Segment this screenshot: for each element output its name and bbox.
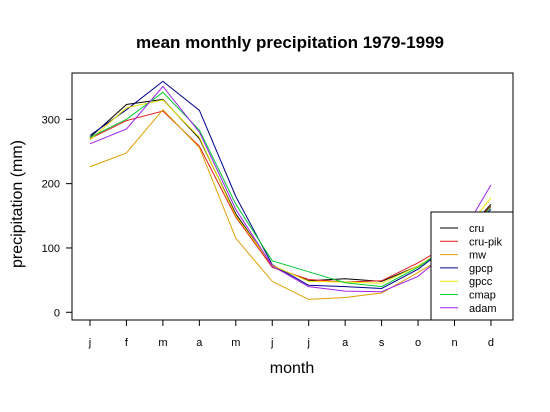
tick-layer: j f m a m j j a s o n d 0 100 200 300 xyxy=(42,114,494,349)
x-tick-label: f xyxy=(125,337,129,349)
y-tick-label: 0 xyxy=(54,307,60,319)
y-tick-label: 300 xyxy=(42,114,60,126)
legend-label-cru-pik: cru-pik xyxy=(469,236,503,248)
x-tick-label: j xyxy=(88,337,91,349)
legend-label-gpcc: gpcc xyxy=(469,276,493,288)
y-axis-title: precipitation (mm) xyxy=(9,140,26,268)
chart-title: mean monthly precipitation 1979-1999 xyxy=(136,33,444,52)
x-tick-label: a xyxy=(196,337,203,349)
x-tick-label: j xyxy=(306,337,309,349)
x-axis-title: month xyxy=(270,360,314,377)
legend-label-gpcp: gpcp xyxy=(469,263,493,275)
x-tick-label: o xyxy=(415,337,421,349)
series-line-cmap xyxy=(89,91,492,288)
x-tick-label: m xyxy=(158,337,167,349)
series-line-adam xyxy=(89,85,492,293)
series-line-gpcp xyxy=(89,80,492,290)
y-tick-label: 200 xyxy=(42,179,60,191)
legend-label-adam: adam xyxy=(469,303,497,315)
x-tick-label: j xyxy=(270,337,273,349)
x-tick-label: s xyxy=(379,337,385,349)
x-tick-label: a xyxy=(342,337,349,349)
legend-label-cmap: cmap xyxy=(469,290,496,302)
x-tick-label: d xyxy=(488,337,494,349)
series-line-mw xyxy=(89,108,492,300)
x-tick-label: m xyxy=(231,337,240,349)
legend-label-mw: mw xyxy=(469,250,486,262)
legend-label-cru: cru xyxy=(469,223,484,235)
legend-box xyxy=(430,211,514,321)
series-layer xyxy=(89,80,492,300)
series-line-gpcc xyxy=(89,99,492,284)
x-tick-label: n xyxy=(451,337,457,349)
y-tick-label: 100 xyxy=(42,243,60,255)
plot-frame xyxy=(71,72,514,321)
